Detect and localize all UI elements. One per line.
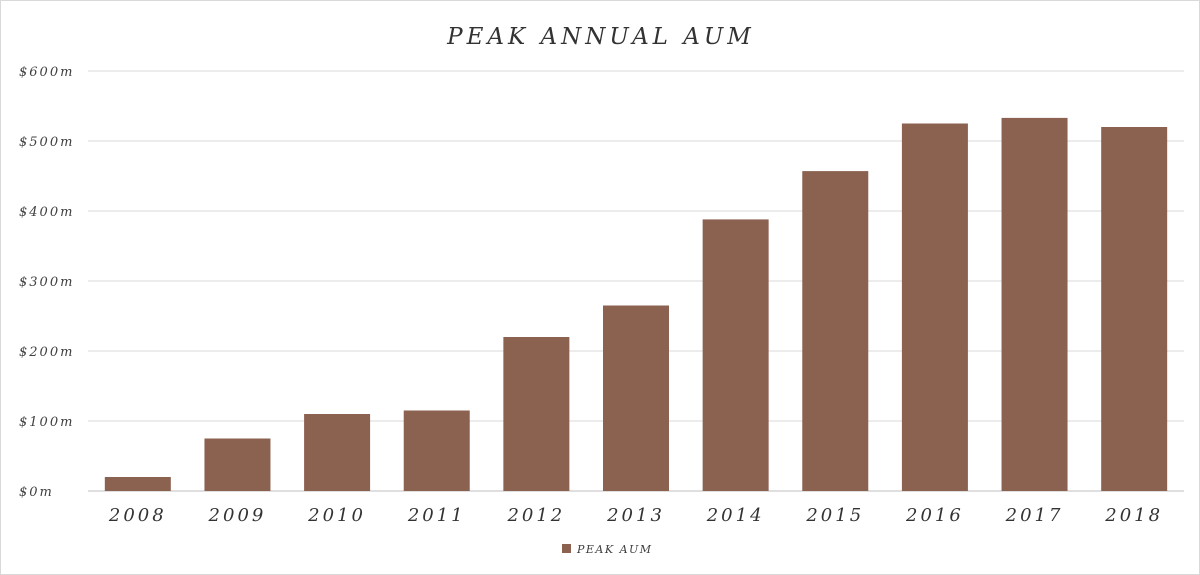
y-tick-label: $600m (19, 65, 74, 80)
x-tick-label: 2008 (108, 505, 167, 526)
x-tick-label: 2015 (805, 505, 864, 526)
x-tick-label: 2012 (506, 505, 565, 526)
legend-swatch (562, 544, 571, 553)
bar (1002, 118, 1068, 491)
x-tick-label: 2011 (407, 505, 466, 526)
x-tick-label: 2013 (606, 505, 665, 526)
x-tick-label: 2010 (307, 505, 366, 526)
bar (1101, 127, 1167, 491)
x-tick-label: 2016 (905, 505, 964, 526)
bar (902, 124, 968, 492)
x-tick-label: 2017 (1005, 505, 1064, 526)
bar (105, 477, 171, 491)
y-tick-label: $200m (19, 345, 74, 360)
bars (105, 118, 1167, 491)
y-tick-label: $100m (19, 415, 74, 430)
bar (802, 171, 868, 491)
x-tick-label: 2018 (1104, 505, 1163, 526)
x-tick-label: 2009 (208, 505, 267, 526)
bar (603, 306, 669, 492)
bar (503, 337, 569, 491)
bar (404, 411, 470, 492)
y-axis-ticks: $0m $100m $200m $300m $400m $500m $600m (19, 65, 74, 500)
legend: PEAK AUM (562, 543, 653, 556)
bar (204, 439, 270, 492)
y-tick-label: $300m (19, 275, 74, 290)
legend-label: PEAK AUM (576, 543, 653, 556)
y-tick-label: $400m (19, 205, 74, 220)
bar (304, 414, 370, 491)
x-tick-label: 2014 (706, 505, 765, 526)
y-tick-label: $0m (19, 485, 54, 500)
y-tick-label: $500m (19, 135, 74, 150)
bar (703, 219, 769, 491)
chart-title: PEAK ANNUAL AUM (446, 24, 755, 50)
x-axis-ticks: 2008 2009 2010 2011 2012 2013 2014 2015 2016 2017… (108, 505, 1163, 526)
